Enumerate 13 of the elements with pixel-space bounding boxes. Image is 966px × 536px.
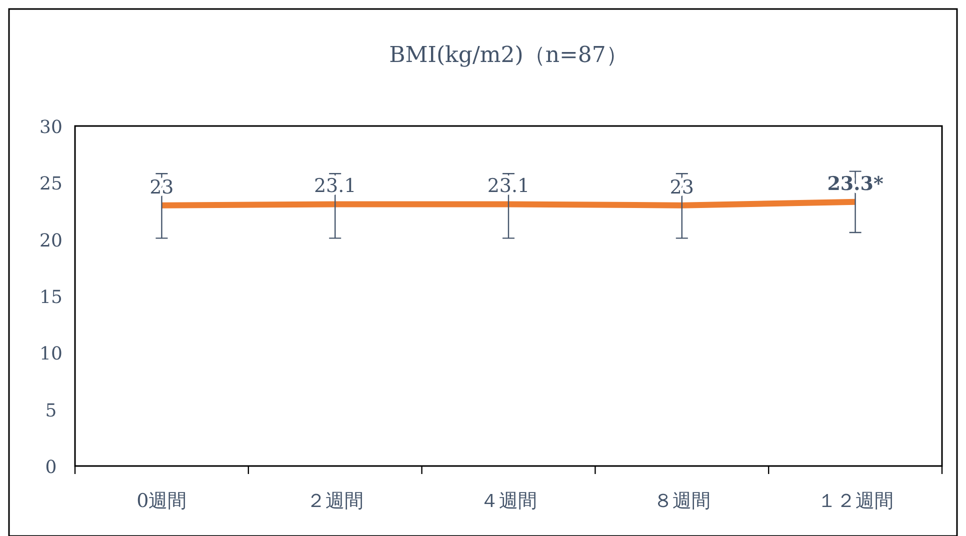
y-tick-label: 10	[40, 344, 62, 365]
x-tick-label: ４週間	[480, 490, 537, 512]
x-tick-label: ２週間	[306, 490, 364, 512]
chart-title: BMI(kg/m2)（n=87）	[389, 43, 628, 68]
x-tick-label: 0週間	[136, 490, 187, 512]
x-tick-label: ８週間	[653, 490, 710, 512]
y-tick-label: 5	[45, 400, 57, 422]
y-tick-label: 30	[40, 117, 62, 138]
y-tick-label: 20	[40, 230, 62, 252]
y-tick-label: 15	[40, 287, 62, 308]
y-tick-label: 0	[45, 457, 57, 478]
x-tick-label: １２週間	[817, 490, 894, 512]
y-tick-label: 25	[40, 174, 62, 195]
